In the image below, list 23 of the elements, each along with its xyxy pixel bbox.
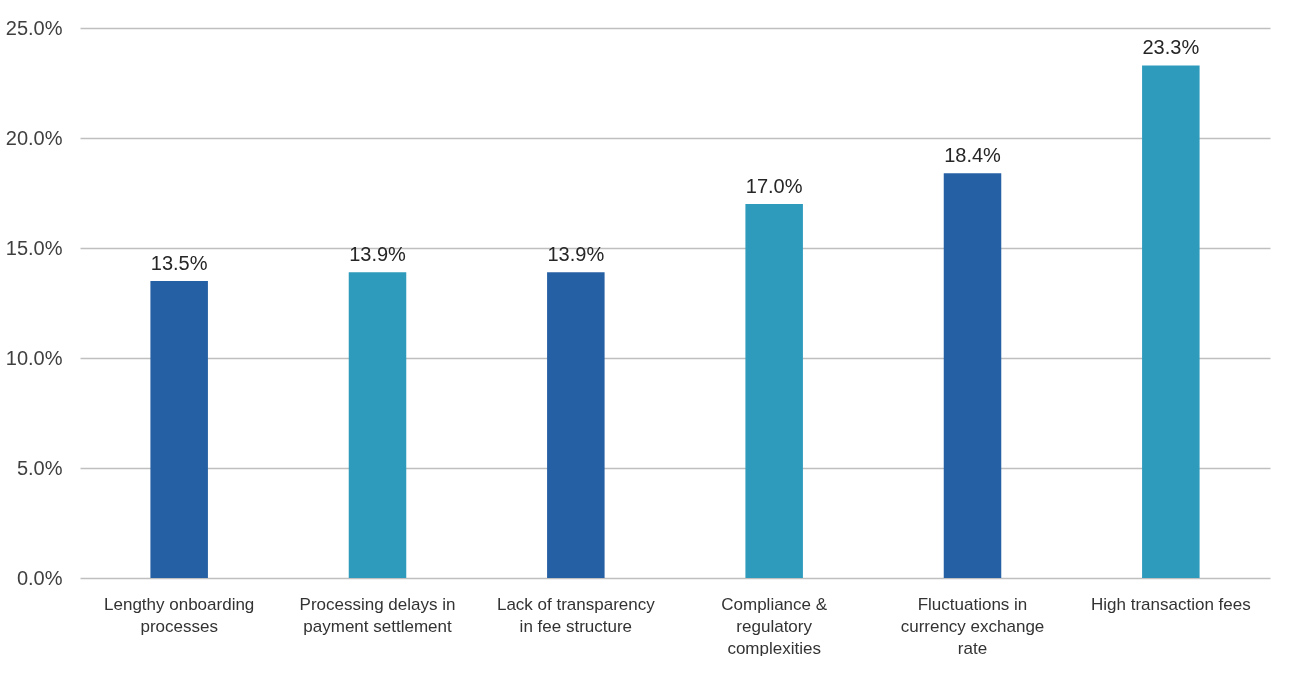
data-label: 13.9% xyxy=(349,243,407,266)
bar xyxy=(745,204,803,578)
y-tick-label: 0.0% xyxy=(16,566,63,589)
x-tick-label: Processing delays in payment settlement xyxy=(299,594,456,636)
x-tick-label: High transaction fees xyxy=(1090,594,1251,614)
bar xyxy=(547,272,605,578)
bar xyxy=(943,173,1002,578)
data-label: 18.4% xyxy=(944,144,1002,167)
y-tick-label: 15.0% xyxy=(5,236,63,259)
y-tick-label: 5.0% xyxy=(16,456,63,479)
y-tick-label: 10.0% xyxy=(5,346,63,369)
y-tick-label: 20.0% xyxy=(5,126,63,149)
y-tick-label: 25.0% xyxy=(5,16,63,39)
bar xyxy=(150,281,208,578)
bar xyxy=(348,272,407,578)
x-tick-label: Fluctuations in currency exchange rate xyxy=(900,594,1045,658)
data-label: 23.3% xyxy=(1142,36,1200,59)
data-label: 13.5% xyxy=(150,252,208,274)
data-label: 17.0% xyxy=(745,175,803,197)
x-tick-label: Lengthy onboarding processes xyxy=(104,594,255,636)
bar xyxy=(1142,65,1200,578)
x-tick-label: Lack of transparency in fee structure xyxy=(496,594,656,636)
data-label: 13.9% xyxy=(547,243,605,266)
